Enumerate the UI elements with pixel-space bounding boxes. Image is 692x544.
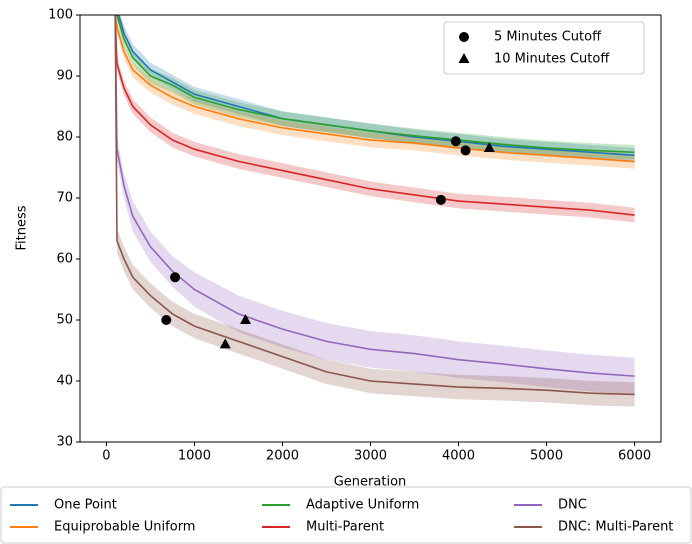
y-tick-label: 70: [56, 191, 73, 206]
x-tick-label: 0: [102, 449, 110, 464]
marker: [460, 145, 471, 156]
y-tick-label: 90: [56, 69, 73, 84]
confidence-band: [115, 15, 635, 163]
series-line: [114, 15, 635, 163]
series-line: [114, 15, 635, 216]
legend-marker: [459, 32, 469, 42]
series-legend: [0, 486, 692, 544]
legend-label: Adaptive Uniform: [306, 498, 419, 513]
legend-label: Equiprobable Uniform: [54, 520, 195, 535]
x-tick-label: 2000: [266, 449, 299, 464]
legend-label: 10 Minutes Cutoff: [494, 52, 610, 67]
y-tick-label: 50: [56, 313, 73, 328]
legend-label: DNC: Multi-Parent: [558, 520, 673, 535]
series-line: [115, 15, 635, 154]
marker: [239, 314, 251, 324]
marker: [161, 315, 172, 325]
x-tick-label: 4000: [442, 449, 475, 464]
legend-marker: [458, 53, 470, 63]
markers: [161, 136, 495, 349]
legend-label: 5 Minutes Cutoff: [494, 30, 602, 45]
series-line: [114, 15, 635, 377]
y-tick-label: 40: [56, 374, 73, 389]
marker: [219, 338, 231, 349]
lines: [114, 15, 635, 396]
series-line: [114, 15, 635, 396]
x-tick-label: 3000: [354, 449, 387, 464]
marker: [450, 136, 461, 147]
y-tick-label: 100: [48, 8, 73, 23]
x-tick-label: 1000: [178, 449, 211, 464]
legend-label: DNC: [558, 498, 587, 513]
legend-label: One Point: [54, 498, 117, 513]
marker-legend: [443, 21, 645, 75]
y-tick-label: 80: [56, 130, 73, 145]
confidence-band: [115, 15, 635, 169]
y-tick-label: 30: [56, 435, 73, 450]
x-tick-label: 5000: [530, 449, 563, 464]
x-tick-label: 6000: [618, 449, 651, 464]
y-tick-label: 60: [56, 252, 73, 267]
marker: [483, 141, 495, 152]
legend-label: Multi-Parent: [306, 520, 384, 535]
marker: [170, 272, 181, 283]
confidence-band: [115, 15, 635, 395]
marker: [435, 194, 446, 205]
y-axis-label: Fitness: [15, 205, 30, 250]
x-axis-label: Generation: [334, 475, 407, 490]
